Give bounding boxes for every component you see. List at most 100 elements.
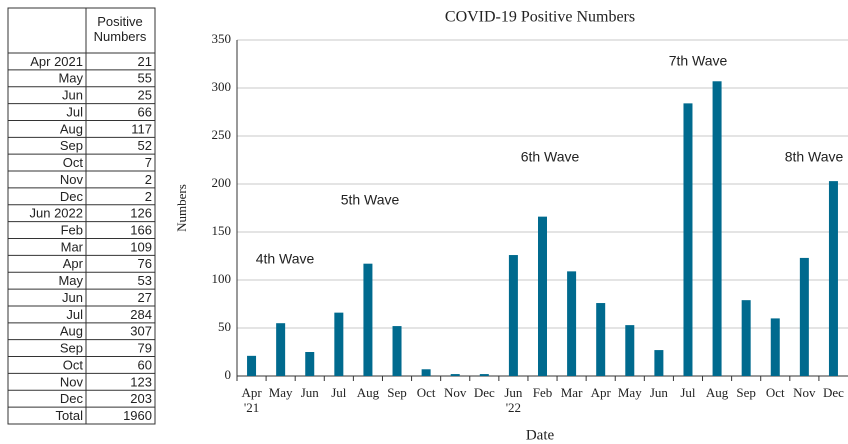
table-cell: 76 xyxy=(138,256,152,271)
y-tick-label: 0 xyxy=(225,367,232,382)
x-tick-label: Apr '21 xyxy=(241,385,262,415)
table-cell: Jun 2022 xyxy=(30,206,84,221)
table-cell: 126 xyxy=(130,206,152,221)
table-cell: 53 xyxy=(138,273,152,288)
bar xyxy=(654,350,664,376)
bar xyxy=(538,216,547,376)
x-tick-label: Jul xyxy=(331,385,347,400)
table-cell: 166 xyxy=(130,223,152,238)
x-tick-label: Jun xyxy=(301,385,320,400)
bar xyxy=(276,323,286,376)
table-cell: 79 xyxy=(138,341,152,356)
x-tick-label: Apr xyxy=(591,385,612,400)
table-cell: 2 xyxy=(145,189,152,204)
table-cell: Aug xyxy=(60,324,83,339)
bar xyxy=(305,352,315,376)
table-cell: Jul xyxy=(66,307,83,322)
annotation: 6th Wave xyxy=(521,149,580,165)
table-cell: 66 xyxy=(138,104,152,119)
x-tick-label: Oct xyxy=(417,385,436,400)
bar xyxy=(247,355,257,376)
x-tick-label: Mar xyxy=(561,385,583,400)
table-cell: Jul xyxy=(66,104,83,119)
y-tick-label: 200 xyxy=(212,175,232,190)
table-cell: May xyxy=(58,71,83,86)
bar xyxy=(596,303,606,376)
x-tick-label: Sep xyxy=(387,385,407,400)
annotation: 4th Wave xyxy=(256,251,315,267)
table-cell: 2 xyxy=(145,172,152,187)
annotation: 8th Wave xyxy=(785,149,844,165)
bar xyxy=(683,103,693,377)
x-axis-label: Date xyxy=(526,427,555,443)
table-cell: 7 xyxy=(145,155,152,170)
table-cell: 284 xyxy=(130,307,152,322)
table-cell: 52 xyxy=(138,138,152,153)
table-cell: Dec xyxy=(60,189,84,204)
table-cell: Apr 2021 xyxy=(30,54,83,69)
y-tick-label: 250 xyxy=(212,127,232,142)
bar xyxy=(625,325,635,376)
bar xyxy=(567,271,577,376)
x-tick-label: Jul xyxy=(680,385,696,400)
bar xyxy=(479,374,489,376)
table-cell: May xyxy=(58,273,83,288)
y-tick-label: 100 xyxy=(212,271,232,286)
x-tick-label: Feb xyxy=(533,385,553,400)
annotation: 5th Wave xyxy=(341,192,400,208)
table-cell: Apr xyxy=(63,256,84,271)
x-tick-label: May xyxy=(269,385,293,400)
table-cell: 25 xyxy=(138,88,152,103)
table-cell: Dec xyxy=(60,391,84,406)
x-tick-label: Dec xyxy=(823,385,844,400)
table-cell: 109 xyxy=(130,239,152,254)
y-axis-label: Numbers xyxy=(174,184,189,232)
table-header: Positive Numbers xyxy=(94,14,147,44)
table-cell: 21 xyxy=(138,54,152,69)
table-cell: 203 xyxy=(130,391,152,406)
x-tick-label: Nov xyxy=(444,385,467,400)
table-cell: Total xyxy=(56,408,84,423)
bar xyxy=(828,181,838,376)
chart-title: COVID-19 Positive Numbers xyxy=(445,9,635,26)
table-cell: 1960 xyxy=(123,408,152,423)
table-cell: Aug xyxy=(60,121,83,136)
x-tick-label: Dec xyxy=(474,385,495,400)
bar xyxy=(712,81,722,376)
x-tick-label: Sep xyxy=(736,385,756,400)
y-tick-label: 50 xyxy=(218,319,231,334)
x-tick-label: Jun xyxy=(650,385,669,400)
x-tick-label: May xyxy=(618,385,642,400)
table-cell: 307 xyxy=(130,324,152,339)
table-border xyxy=(7,7,156,425)
bar xyxy=(770,318,780,376)
table-cell: Oct xyxy=(63,155,84,170)
table-cell: Jun xyxy=(62,290,83,305)
bar xyxy=(421,369,431,376)
table-cell: 55 xyxy=(138,71,152,86)
bar xyxy=(450,374,460,376)
table-cell: 60 xyxy=(138,357,152,372)
x-tick-label: Nov xyxy=(793,385,816,400)
table-cell: Nov xyxy=(60,374,84,389)
table-cell: Jun xyxy=(62,88,83,103)
table-cell: Nov xyxy=(60,172,84,187)
bar xyxy=(741,300,751,376)
bar xyxy=(799,257,809,376)
bar xyxy=(363,263,373,376)
table-cell: 27 xyxy=(138,290,152,305)
table-cell: Sep xyxy=(60,341,83,356)
x-tick-label: Jun '22 xyxy=(504,385,523,415)
table-cell: Sep xyxy=(60,138,83,153)
annotation: 7th Wave xyxy=(669,53,728,69)
bar xyxy=(508,255,518,376)
y-tick-label: 150 xyxy=(212,223,232,238)
table-cell: Oct xyxy=(63,357,84,372)
bar xyxy=(392,326,402,376)
y-tick-label: 350 xyxy=(212,31,232,46)
table-cell: Mar xyxy=(61,239,84,254)
x-tick-label: Aug xyxy=(357,385,380,400)
table-cell: 117 xyxy=(131,121,152,136)
